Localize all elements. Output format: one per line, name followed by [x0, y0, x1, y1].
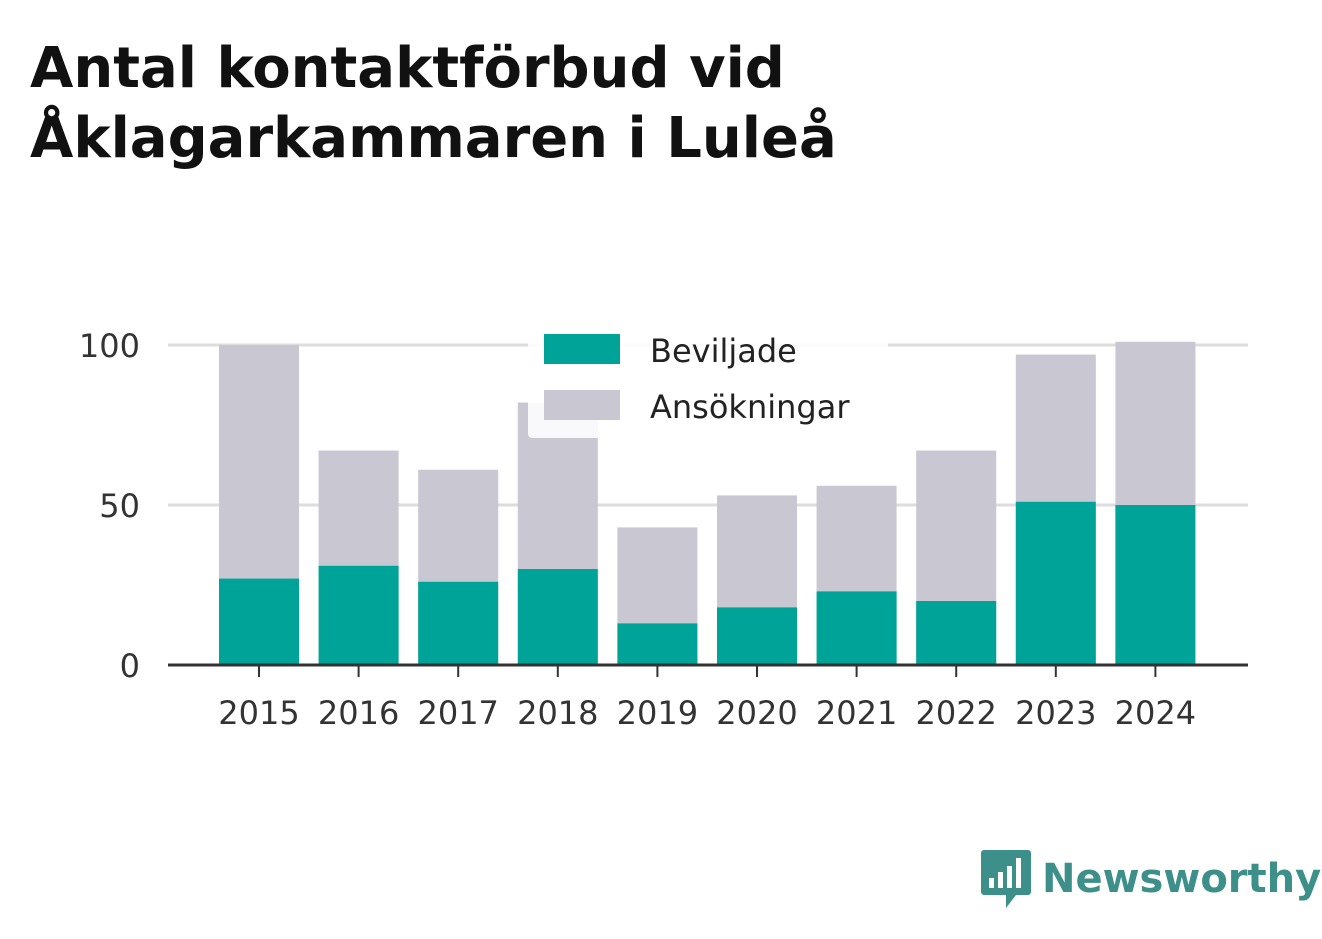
- x-tick-label: 2020: [716, 694, 797, 732]
- x-tick-label: 2015: [218, 694, 299, 732]
- newsworthy-logo-icon: [981, 850, 1031, 908]
- legend-swatch-1: [544, 390, 620, 420]
- bar-beviljade-2020: [717, 607, 797, 665]
- brand-name: Newsworthy: [1042, 856, 1322, 902]
- x-tick-label: 2017: [417, 694, 498, 732]
- bar-beviljade-2018: [517, 569, 598, 665]
- legend-label-1: Ansökningar: [650, 388, 850, 426]
- bar-beviljade-2019: [617, 623, 698, 665]
- x-tick-label: 2022: [915, 694, 996, 732]
- bar-beviljade-2022: [916, 601, 997, 665]
- legend-swatch-0: [544, 334, 620, 364]
- bar-beviljade-2024: [1115, 505, 1196, 665]
- x-tick-label: 2024: [1115, 694, 1196, 732]
- x-tick-label: 2016: [318, 694, 399, 732]
- brand-logo: Newsworthy: [980, 848, 1321, 910]
- bar-beviljade-2021: [816, 591, 897, 665]
- chart-title: Antal kontaktförbud vid Åklagarkammaren …: [30, 36, 837, 171]
- y-tick-label: 0: [120, 647, 140, 685]
- legend-label-0: Beviljade: [650, 332, 797, 370]
- x-tick-label: 2018: [517, 694, 598, 732]
- bar-beviljade-2023: [1015, 501, 1096, 665]
- x-tick-label: 2021: [816, 694, 897, 732]
- bar-beviljade-2016: [318, 565, 399, 665]
- x-tick-label: 2023: [1015, 694, 1096, 732]
- bar-beviljade-2017: [418, 581, 499, 665]
- y-tick-label: 50: [99, 487, 140, 525]
- x-tick-label: 2019: [617, 694, 698, 732]
- bar-beviljade-2015: [219, 578, 299, 665]
- y-tick-label: 100: [79, 327, 140, 365]
